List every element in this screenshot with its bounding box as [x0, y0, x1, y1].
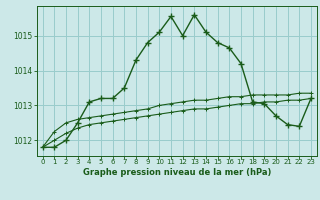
X-axis label: Graphe pression niveau de la mer (hPa): Graphe pression niveau de la mer (hPa): [83, 168, 271, 177]
